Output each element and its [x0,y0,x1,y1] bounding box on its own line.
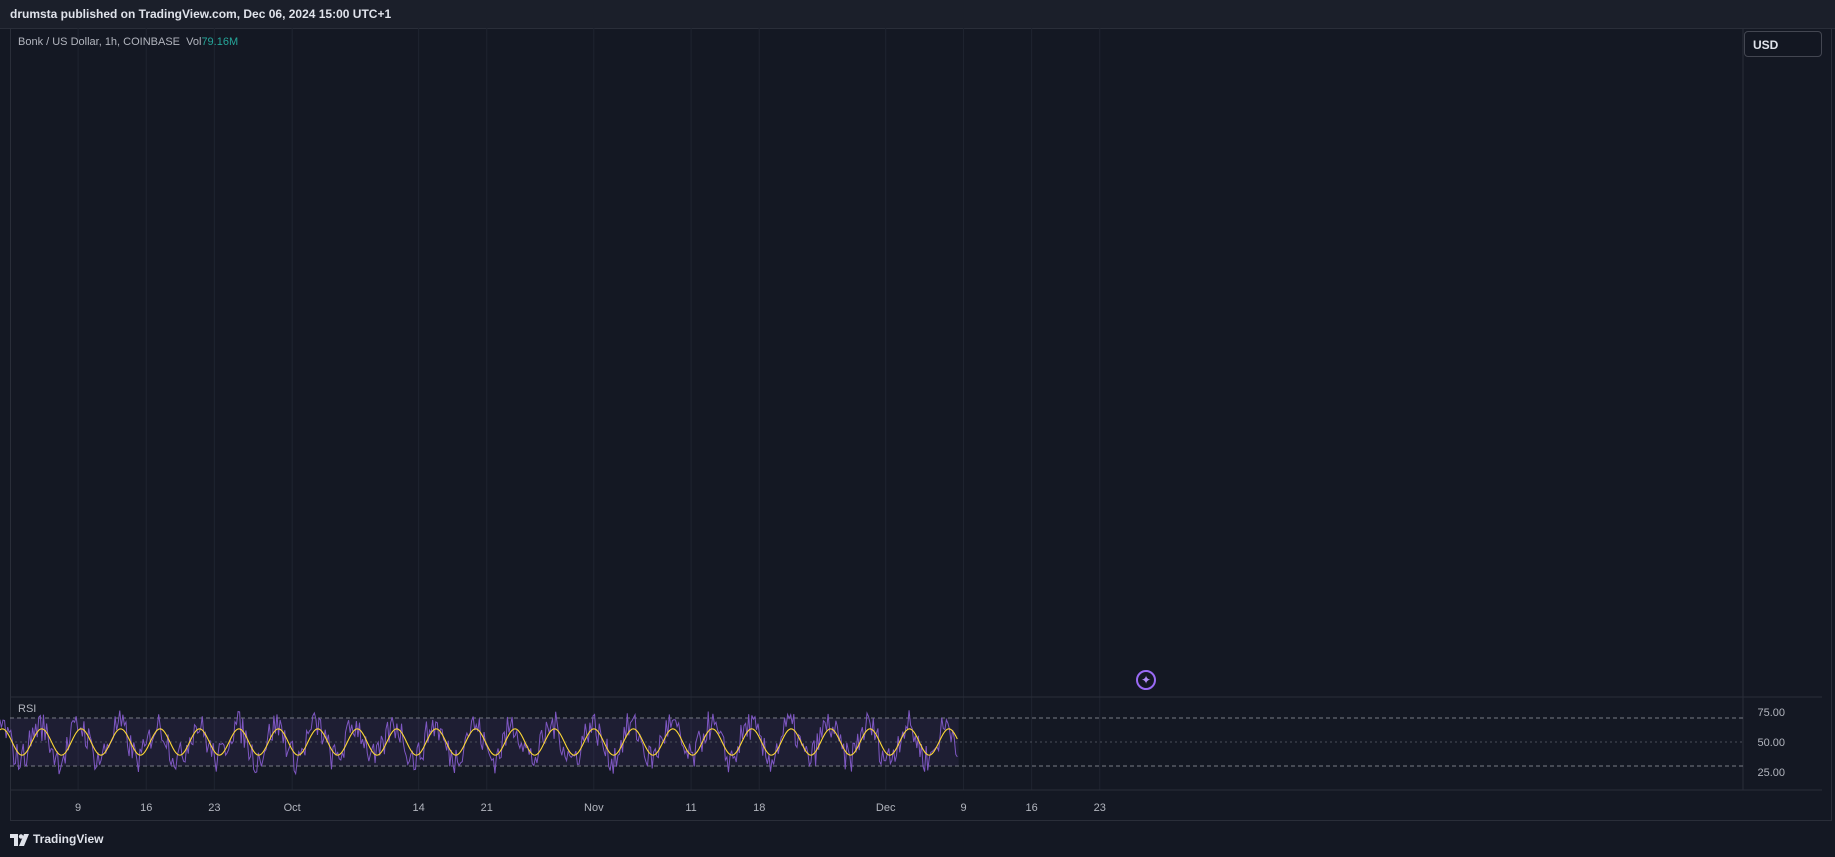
rsi-tick: 75.00 [1757,707,1785,719]
time-tick: 9 [75,802,81,814]
price-chart[interactable]: 0 (0.00005906)0.236 (0.00004923)0.382 (0… [0,0,1835,821]
time-tick: 23 [1094,802,1106,814]
rsi-label: RSI [18,703,37,715]
symbol-text: Bonk / US Dollar, 1h, COINBASE [18,36,181,48]
time-tick: 16 [1026,802,1038,814]
time-tick: 21 [481,802,493,814]
time-tick: Nov [584,802,604,814]
sparkle-icon[interactable]: ✦ [1136,670,1156,690]
vol-value: 79.16M [201,36,239,48]
time-tick: Oct [284,802,301,814]
time-tick: 11 [685,802,696,814]
time-tick: 14 [413,802,425,814]
rsi-tick: 25.00 [1757,767,1785,779]
time-axis: 9 16 23 Oct 14 21 Nov 11 18 Dec 9 16 23 [75,802,1106,814]
currency-button[interactable]: USD [1744,31,1822,57]
vol-label: Vol [186,36,202,48]
chart-grid [10,28,1822,791]
publish-text: drumsta published on TradingView.com, De… [10,7,392,21]
rsi-tick: 50.00 [1757,737,1785,749]
tradingview-logo-icon [10,834,29,846]
brand-text: TradingView [33,832,104,846]
symbol-legend: Bonk / US Dollar, 1h, COINBASE Vol79.16M [18,36,238,48]
time-tick: 9 [960,802,966,814]
time-tick: 16 [140,802,152,814]
rsi-line [0,710,958,776]
rsi-ma-line [0,728,958,756]
footer: TradingView [0,821,1835,857]
chart-frame[interactable] [10,28,1832,821]
time-tick: Dec [876,802,896,814]
time-tick: 23 [208,802,220,814]
rsi-panel: 75.00 50.00 25.00 [0,707,1785,779]
time-tick: 18 [753,802,765,814]
tradingview-logo[interactable]: TradingView [10,832,103,846]
